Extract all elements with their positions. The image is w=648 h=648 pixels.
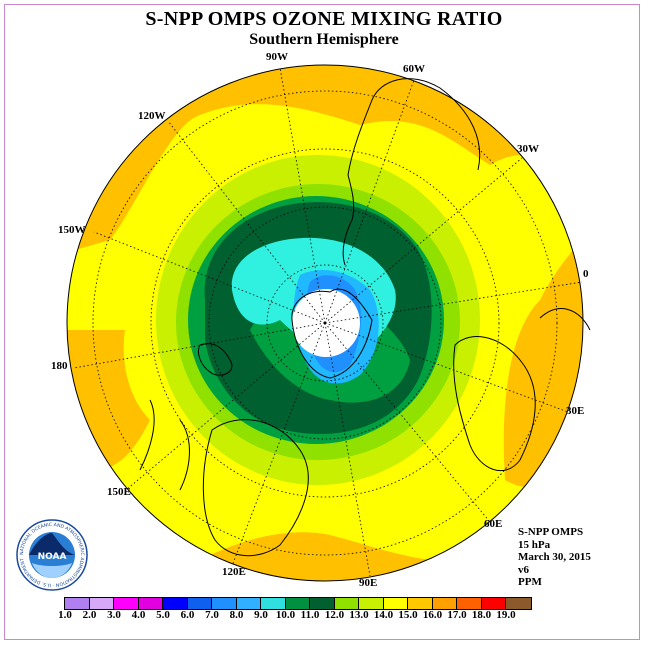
colorbar-swatch	[506, 598, 531, 609]
lon-label-0: 0	[583, 268, 589, 280]
lon-label-60e: 60E	[484, 518, 503, 530]
pole-dot	[323, 321, 327, 325]
colorbar-swatch	[310, 598, 335, 609]
colorbar-swatch	[383, 598, 408, 609]
lon-label-180: 180	[51, 360, 68, 372]
colorbar-swatch	[236, 598, 261, 609]
colorbar-tick-label: 17.0	[447, 609, 467, 621]
lon-label-150e: 150E	[107, 486, 131, 498]
colorbar-swatch	[89, 598, 114, 609]
map-title: S-NPP OMPS OZONE MIXING RATIO	[145, 8, 503, 30]
colorbar-swatch	[138, 598, 163, 609]
info-instrument: S-NPP OMPS	[518, 526, 584, 538]
field-orange-east	[503, 200, 583, 488]
colorbar-tick-label: 2.0	[82, 609, 97, 621]
colorbar-tick-label: 6.0	[180, 609, 195, 621]
lon-label-120e: 120E	[222, 566, 246, 578]
lon-label-30w: 30W	[517, 143, 539, 155]
map-subtitle: Southern Hemisphere	[249, 31, 399, 48]
info-level: 15 hPa	[518, 538, 551, 551]
colorbar-tick-label: 8.0	[229, 609, 244, 621]
info-version: v6	[518, 563, 529, 576]
logo-text: NOAA	[38, 552, 67, 562]
noaa-logo: NATIONAL OCEANIC AND ATMOSPHERIC ADMINIS…	[16, 519, 88, 591]
colorbar-swatch	[359, 598, 384, 609]
colorbar-swatch	[481, 598, 506, 609]
colorbar-swatch	[212, 598, 237, 609]
colorbar-swatch	[334, 598, 359, 609]
lon-label-60w: 60W	[403, 63, 425, 75]
colorbar-tick-label: 12.0	[324, 609, 345, 621]
colorbar-swatch	[163, 598, 188, 609]
colorbar-swatch	[65, 598, 90, 609]
colorbar-tick-label: 9.0	[254, 609, 268, 621]
colorbar-tick-label: 11.0	[300, 609, 320, 621]
info-block: S-NPP OMPS 15 hPa March 30, 2015 v6 PPM	[518, 526, 591, 589]
colorbar-swatch	[457, 598, 482, 609]
colorbar-tick-label: 5.0	[156, 609, 170, 621]
lon-label-90w: 90W	[266, 51, 288, 63]
info-units: PPM	[518, 576, 542, 588]
colorbar-swatch	[432, 598, 457, 609]
field-orange-south	[200, 532, 460, 581]
lon-label-120w: 120W	[138, 110, 166, 122]
colorbar-tick-label: 19.0	[496, 609, 516, 621]
coastlines	[139, 78, 591, 557]
map-boundary	[66, 64, 584, 582]
colorbar-tick-label: 7.0	[205, 609, 219, 621]
lon-label-30e: 30E	[566, 405, 585, 417]
colorbar-tick-label: 10.0	[275, 609, 296, 621]
colorbar-tick-label: 16.0	[422, 609, 443, 621]
colorbar-tick-label: 13.0	[349, 609, 369, 621]
colorbar-swatch	[187, 598, 212, 609]
colorbar-tick-label: 14.0	[373, 609, 394, 621]
colorbar-tick-label: 15.0	[398, 609, 418, 621]
colorbar-swatch	[408, 598, 433, 609]
lon-label-150w: 150W	[58, 224, 86, 236]
lon-label-90e: 90E	[359, 577, 378, 589]
colorbar-tick-label: 3.0	[107, 609, 121, 621]
colorbar-tick-label: 1.0	[58, 609, 72, 621]
colorbar-ticks: 1.0 2.0 3.0 4.0 5.0 6.0 7.0 8.0 9.0 10.0 11.0 12.0 1…	[0, 609, 648, 623]
colorbar-tick-label: 18.0	[471, 609, 492, 621]
colorbar-swatch	[114, 598, 139, 609]
colorbar	[64, 597, 532, 610]
figure-frame	[4, 4, 640, 640]
colorbar-swatch	[285, 598, 310, 609]
info-date: March 30, 2015	[518, 551, 591, 563]
colorbar-tick-label: 4.0	[131, 609, 146, 621]
graticule	[73, 67, 583, 577]
colorbar-swatch	[261, 598, 286, 609]
